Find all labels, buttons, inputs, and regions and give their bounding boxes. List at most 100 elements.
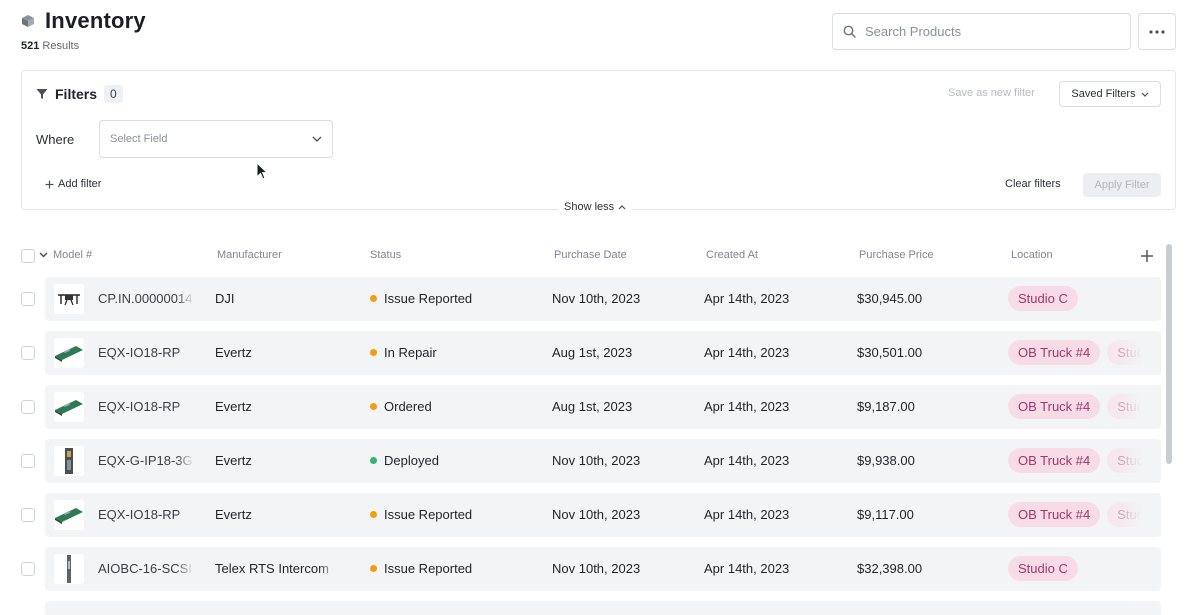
column-header-purchase-price[interactable]: Purchase Price xyxy=(859,249,934,261)
page-header: Inventory 521 Results xyxy=(21,8,146,52)
add-filter-label: Add filter xyxy=(58,178,102,190)
status-label: Issue Reported xyxy=(384,291,473,306)
more-options-button[interactable] xyxy=(1138,13,1176,50)
location-pill: OB Truck #4 xyxy=(1008,502,1101,527)
purchase-date: Aug 1st, 2023 xyxy=(552,345,633,360)
results-label: Results xyxy=(42,40,80,52)
manufacturer: DJI xyxy=(215,291,235,306)
column-header-created-at[interactable]: Created At xyxy=(706,249,758,261)
purchase-price: $9,187.00 xyxy=(857,399,915,414)
status-dot xyxy=(370,295,377,302)
purchase-price: $30,945.00 xyxy=(857,291,923,306)
product-thumbnail xyxy=(54,392,84,422)
status: Issue Reported xyxy=(370,507,472,522)
cube-icon xyxy=(22,15,34,27)
select-field-dropdown[interactable]: Select Field xyxy=(99,120,333,158)
model-number: EQX-IO18-RP xyxy=(98,507,181,522)
column-header-location[interactable]: Location xyxy=(1011,249,1053,261)
table-row[interactable]: EQX-IO18-RP Evertz In Repair Aug 1st, 2023 A… xyxy=(45,331,1161,375)
table-row[interactable]: CP.IN.00000014 DJI Issue Reported Nov 10th,… xyxy=(45,277,1161,321)
manufacturer: Telex RTS Intercom xyxy=(215,561,329,576)
table-header: Model # Manufacturer Status Purchase Dat… xyxy=(21,246,1161,266)
results-count: 521 Results xyxy=(21,40,146,52)
model-number: CP.IN.00000014 xyxy=(98,291,193,306)
saved-filters-label: Saved Filters xyxy=(1071,88,1136,100)
table-row[interactable]: AIOBC-16-SCSI Telex RTS Intercom Issue Rep… xyxy=(45,547,1161,591)
add-filter-button[interactable]: Add filter xyxy=(45,178,101,190)
product-thumbnail xyxy=(54,338,84,368)
search-box[interactable] xyxy=(832,13,1131,50)
mouse-cursor-icon xyxy=(256,162,268,180)
table-row[interactable]: EQX-G-IP18-3G Evertz Deployed Nov 10th, 202… xyxy=(45,439,1161,483)
table-scrollbar[interactable] xyxy=(1166,244,1172,464)
location-cell: OB Truck #4Studio C xyxy=(1008,340,1142,365)
row-checkbox[interactable] xyxy=(21,508,35,522)
results-number: 521 xyxy=(21,40,40,52)
column-header-model[interactable]: Model # xyxy=(53,249,93,261)
purchase-date: Nov 10th, 2023 xyxy=(552,507,641,522)
status: In Repair xyxy=(370,345,437,360)
saved-filters-dropdown[interactable]: Saved Filters xyxy=(1059,81,1161,107)
row-checkbox[interactable] xyxy=(21,292,35,306)
status: Issue Reported xyxy=(370,291,472,306)
location-pill: Studio C xyxy=(1107,502,1142,527)
status: Issue Reported xyxy=(370,561,472,576)
status-label: Ordered xyxy=(384,399,432,414)
table-row[interactable]: EQX-IO18-RP Evertz Ordered Aug 1st, 2023 Apr… xyxy=(45,385,1161,429)
status-dot xyxy=(370,457,377,464)
product-thumbnail xyxy=(54,284,84,314)
row-checkbox[interactable] xyxy=(21,400,35,414)
column-header-purchase-date[interactable]: Purchase Date xyxy=(554,249,627,261)
add-column-icon[interactable] xyxy=(1141,246,1153,266)
clear-filters-button[interactable]: Clear filters xyxy=(1005,178,1061,190)
purchase-price: $32,398.00 xyxy=(857,561,923,576)
purchase-date: Nov 10th, 2023 xyxy=(552,561,641,576)
status-dot xyxy=(370,403,377,410)
filter-icon xyxy=(36,89,48,99)
chevron-down-icon xyxy=(1141,92,1149,97)
row-checkbox[interactable] xyxy=(21,562,35,576)
location-pill: OB Truck #4 xyxy=(1008,448,1101,473)
purchase-price: $30,501.00 xyxy=(857,345,923,360)
location-pill: Studio C xyxy=(1107,448,1142,473)
location-pill: Studio C xyxy=(1008,286,1078,311)
chevron-down-icon xyxy=(312,136,322,142)
model-number: AIOBC-16-SCSI xyxy=(98,561,192,576)
status-dot xyxy=(370,511,377,518)
page-title: Inventory xyxy=(45,8,146,33)
location-pill: OB Truck #4 xyxy=(1008,340,1101,365)
created-at: Apr 14th, 2023 xyxy=(704,345,790,360)
location-pill: Studio C xyxy=(1008,556,1078,581)
row-checkbox[interactable] xyxy=(21,346,35,360)
location-pill: Studio C xyxy=(1107,394,1142,419)
model-number: EQX-G-IP18-3G xyxy=(98,453,193,468)
created-at: Apr 14th, 2023 xyxy=(704,453,790,468)
filters-panel: Filters 0 Save as new filter Saved Filte… xyxy=(21,70,1176,210)
table-row[interactable] xyxy=(45,601,1161,615)
column-header-status[interactable]: Status xyxy=(370,249,402,261)
model-number: EQX-IO18-RP xyxy=(98,399,181,414)
status: Deployed xyxy=(370,453,439,468)
chevron-down-icon[interactable] xyxy=(39,252,48,258)
column-header-manufacturer[interactable]: Manufacturer xyxy=(217,249,282,261)
ellipsis-icon xyxy=(1149,29,1165,34)
status-label: In Repair xyxy=(384,345,437,360)
status: Ordered xyxy=(370,399,432,414)
apply-filter-button[interactable]: Apply Filter xyxy=(1083,173,1161,197)
where-label: Where xyxy=(36,132,75,147)
table-row[interactable]: EQX-IO18-RP Evertz Issue Reported Nov 10th,… xyxy=(45,493,1161,537)
status-label: Issue Reported xyxy=(384,561,473,576)
save-as-new-filter-button[interactable]: Save as new filter xyxy=(948,87,1035,99)
manufacturer: Evertz xyxy=(215,345,252,360)
search-input[interactable] xyxy=(865,24,1105,39)
search-icon xyxy=(843,25,856,38)
status-label: Deployed xyxy=(384,453,439,468)
plus-icon xyxy=(45,180,54,188)
filters-count-badge: 0 xyxy=(104,85,123,103)
select-all-checkbox[interactable] xyxy=(21,249,35,263)
row-checkbox[interactable] xyxy=(21,454,35,468)
created-at: Apr 14th, 2023 xyxy=(704,291,790,306)
purchase-date: Nov 10th, 2023 xyxy=(552,291,641,306)
location-cell: OB Truck #4Studio C xyxy=(1008,448,1142,473)
show-less-toggle[interactable]: Show less xyxy=(558,201,633,213)
